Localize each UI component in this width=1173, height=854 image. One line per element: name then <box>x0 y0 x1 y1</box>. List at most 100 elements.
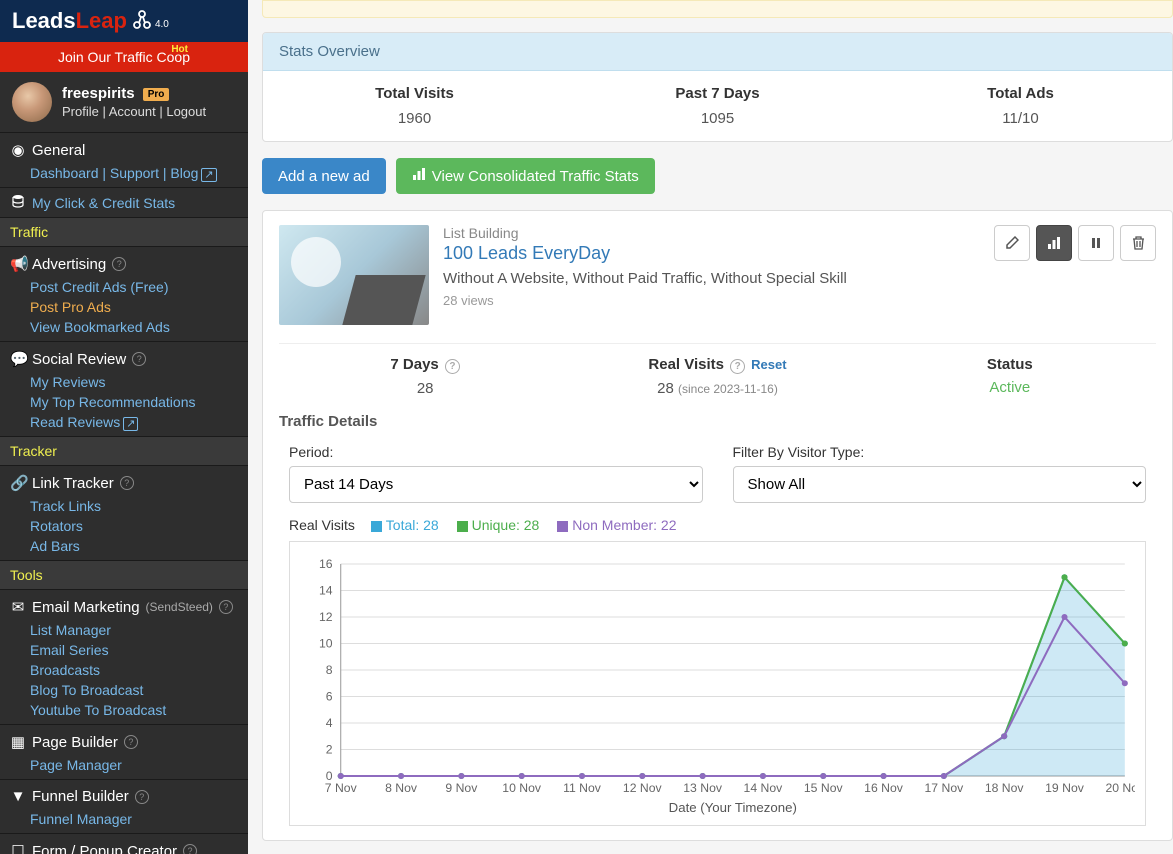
seven-days-label: 7 Days <box>390 356 438 373</box>
stats-button[interactable] <box>1036 225 1072 261</box>
legend-nonmember: Non Member: 22 <box>572 517 676 533</box>
avatar[interactable] <box>12 82 52 122</box>
help-icon[interactable]: ? <box>132 352 146 366</box>
nav-link-tracker: 🔗Link Tracker? <box>0 470 248 496</box>
svg-text:16: 16 <box>319 557 333 571</box>
stat-value: 1960 <box>263 110 566 127</box>
help-icon[interactable]: ? <box>445 359 460 374</box>
form-icon: ☐ <box>10 842 26 854</box>
nav-funnel-manager[interactable]: Funnel Manager <box>0 809 248 829</box>
svg-text:18 Nov: 18 Nov <box>985 781 1025 795</box>
nav-click-credit-stats[interactable]: My Click & Credit Stats <box>0 187 248 217</box>
account-link[interactable]: Account <box>109 104 156 119</box>
nav-post-credit-ads[interactable]: Post Credit Ads (Free) <box>0 277 248 297</box>
svg-text:14: 14 <box>319 584 333 598</box>
visitor-filter-select[interactable]: Show All <box>733 466 1147 503</box>
nav-blog-broadcast[interactable]: Blog To Broadcast <box>0 680 248 700</box>
logo-version: 4.0 <box>155 19 169 34</box>
nav-top-recommendations[interactable]: My Top Recommendations <box>0 392 248 412</box>
help-icon[interactable]: ? <box>219 600 233 614</box>
help-icon[interactable]: ? <box>120 476 134 490</box>
logo[interactable]: LeadsLeap 4.0 <box>0 0 248 42</box>
real-visits-value: 28 <box>657 380 674 397</box>
pause-button[interactable] <box>1078 225 1114 261</box>
svg-text:8 Nov: 8 Nov <box>385 781 418 795</box>
nav-track-links[interactable]: Track Links <box>0 496 248 516</box>
help-icon[interactable]: ? <box>112 257 126 271</box>
svg-text:6: 6 <box>326 690 333 704</box>
nav-advertising: 📢Advertising? <box>0 251 248 277</box>
nav-support[interactable]: Support <box>110 163 159 183</box>
nav-read-reviews[interactable]: Read Reviews <box>0 412 248 432</box>
nav-dashboard[interactable]: Dashboard <box>30 163 99 183</box>
join-traffic-coop-button[interactable]: Join Our Traffic Coop Hot <box>0 42 248 72</box>
dashboard-icon: ◉ <box>10 141 26 159</box>
nav-bookmarked-ads[interactable]: View Bookmarked Ads <box>0 317 248 337</box>
section-traffic: Traffic <box>0 217 248 247</box>
help-icon[interactable]: ? <box>135 790 149 804</box>
logo-second: Leap <box>76 8 127 33</box>
nav-social-review: 💬Social Review? <box>0 346 248 372</box>
hot-badge: Hot <box>171 44 188 55</box>
user-links: Profile | Account | Logout <box>62 104 206 119</box>
seven-days-value: 28 <box>279 380 571 397</box>
nav-rotators[interactable]: Rotators <box>0 516 248 536</box>
chat-icon: 💬 <box>10 350 26 368</box>
stat-label: Total Ads <box>869 85 1172 102</box>
profile-link[interactable]: Profile <box>62 104 99 119</box>
edit-button[interactable] <box>994 225 1030 261</box>
svg-text:10: 10 <box>319 637 333 651</box>
main-content: Stats Overview Total Visits1960Past 7 Da… <box>248 0 1173 854</box>
nav-youtube-broadcast[interactable]: Youtube To Broadcast <box>0 700 248 720</box>
link-icon: 🔗 <box>10 474 26 492</box>
logo-icon <box>131 9 153 34</box>
nav-list-manager[interactable]: List Manager <box>0 620 248 640</box>
svg-text:16 Nov: 16 Nov <box>864 781 904 795</box>
svg-text:15 Nov: 15 Nov <box>804 781 844 795</box>
ad-title-link[interactable]: 100 Leads EveryDay <box>443 243 980 264</box>
nav-my-reviews[interactable]: My Reviews <box>0 372 248 392</box>
svg-text:19 Nov: 19 Nov <box>1045 781 1085 795</box>
stat-label: Total Visits <box>263 85 566 102</box>
nav-broadcasts[interactable]: Broadcasts <box>0 660 248 680</box>
svg-text:2: 2 <box>326 743 333 757</box>
svg-text:12 Nov: 12 Nov <box>623 781 663 795</box>
ad-views: 28 views <box>443 293 980 308</box>
logout-link[interactable]: Logout <box>166 104 206 119</box>
notice-strip <box>262 0 1173 18</box>
user-row: freespirits Pro Profile | Account | Logo… <box>0 72 248 132</box>
stat-col: Total Visits 1960 <box>263 71 566 141</box>
legend-swatch-nonmember <box>557 521 568 532</box>
delete-button[interactable] <box>1120 225 1156 261</box>
legend-total: Total: 28 <box>386 517 439 533</box>
add-new-ad-button[interactable]: Add a new ad <box>262 158 386 194</box>
database-icon <box>10 194 26 211</box>
chart-legend: Real Visits Total: 28 Unique: 28 Non Mem… <box>279 517 1156 533</box>
help-icon[interactable]: ? <box>730 359 745 374</box>
status-value: Active <box>864 379 1156 396</box>
stat-col: Total Ads11/10 <box>869 71 1172 141</box>
stat-col: Past 7 Days1095 <box>566 71 869 141</box>
svg-text:14 Nov: 14 Nov <box>744 781 784 795</box>
nav-blog[interactable]: Blog <box>170 163 216 183</box>
nav-post-pro-ads[interactable]: Post Pro Ads <box>0 297 248 317</box>
legend-title: Real Visits <box>289 517 355 533</box>
nav-page-manager[interactable]: Page Manager <box>0 755 248 775</box>
period-select[interactable]: Past 14 Days <box>289 466 703 503</box>
view-consolidated-stats-button[interactable]: View Consolidated Traffic Stats <box>396 158 655 194</box>
traffic-details-title: Traffic Details <box>279 413 1156 430</box>
username: freespirits <box>62 85 135 102</box>
funnel-icon: ▼ <box>10 788 26 805</box>
reset-link[interactable]: Reset <box>751 357 786 372</box>
status-label: Status <box>864 356 1156 373</box>
nav-funnel-builder: ▼Funnel Builder? <box>0 784 248 809</box>
ad-card: List Building 100 Leads EveryDay Without… <box>262 210 1173 841</box>
help-icon[interactable]: ? <box>124 735 138 749</box>
nav-email-series[interactable]: Email Series <box>0 640 248 660</box>
section-tracker: Tracker <box>0 436 248 466</box>
help-icon[interactable]: ? <box>183 844 197 854</box>
logo-first: Leads <box>12 8 76 33</box>
stats-overview-panel: Stats Overview Total Visits1960Past 7 Da… <box>262 32 1173 142</box>
nav-ad-bars[interactable]: Ad Bars <box>0 536 248 556</box>
ad-thumbnail[interactable] <box>279 225 429 325</box>
